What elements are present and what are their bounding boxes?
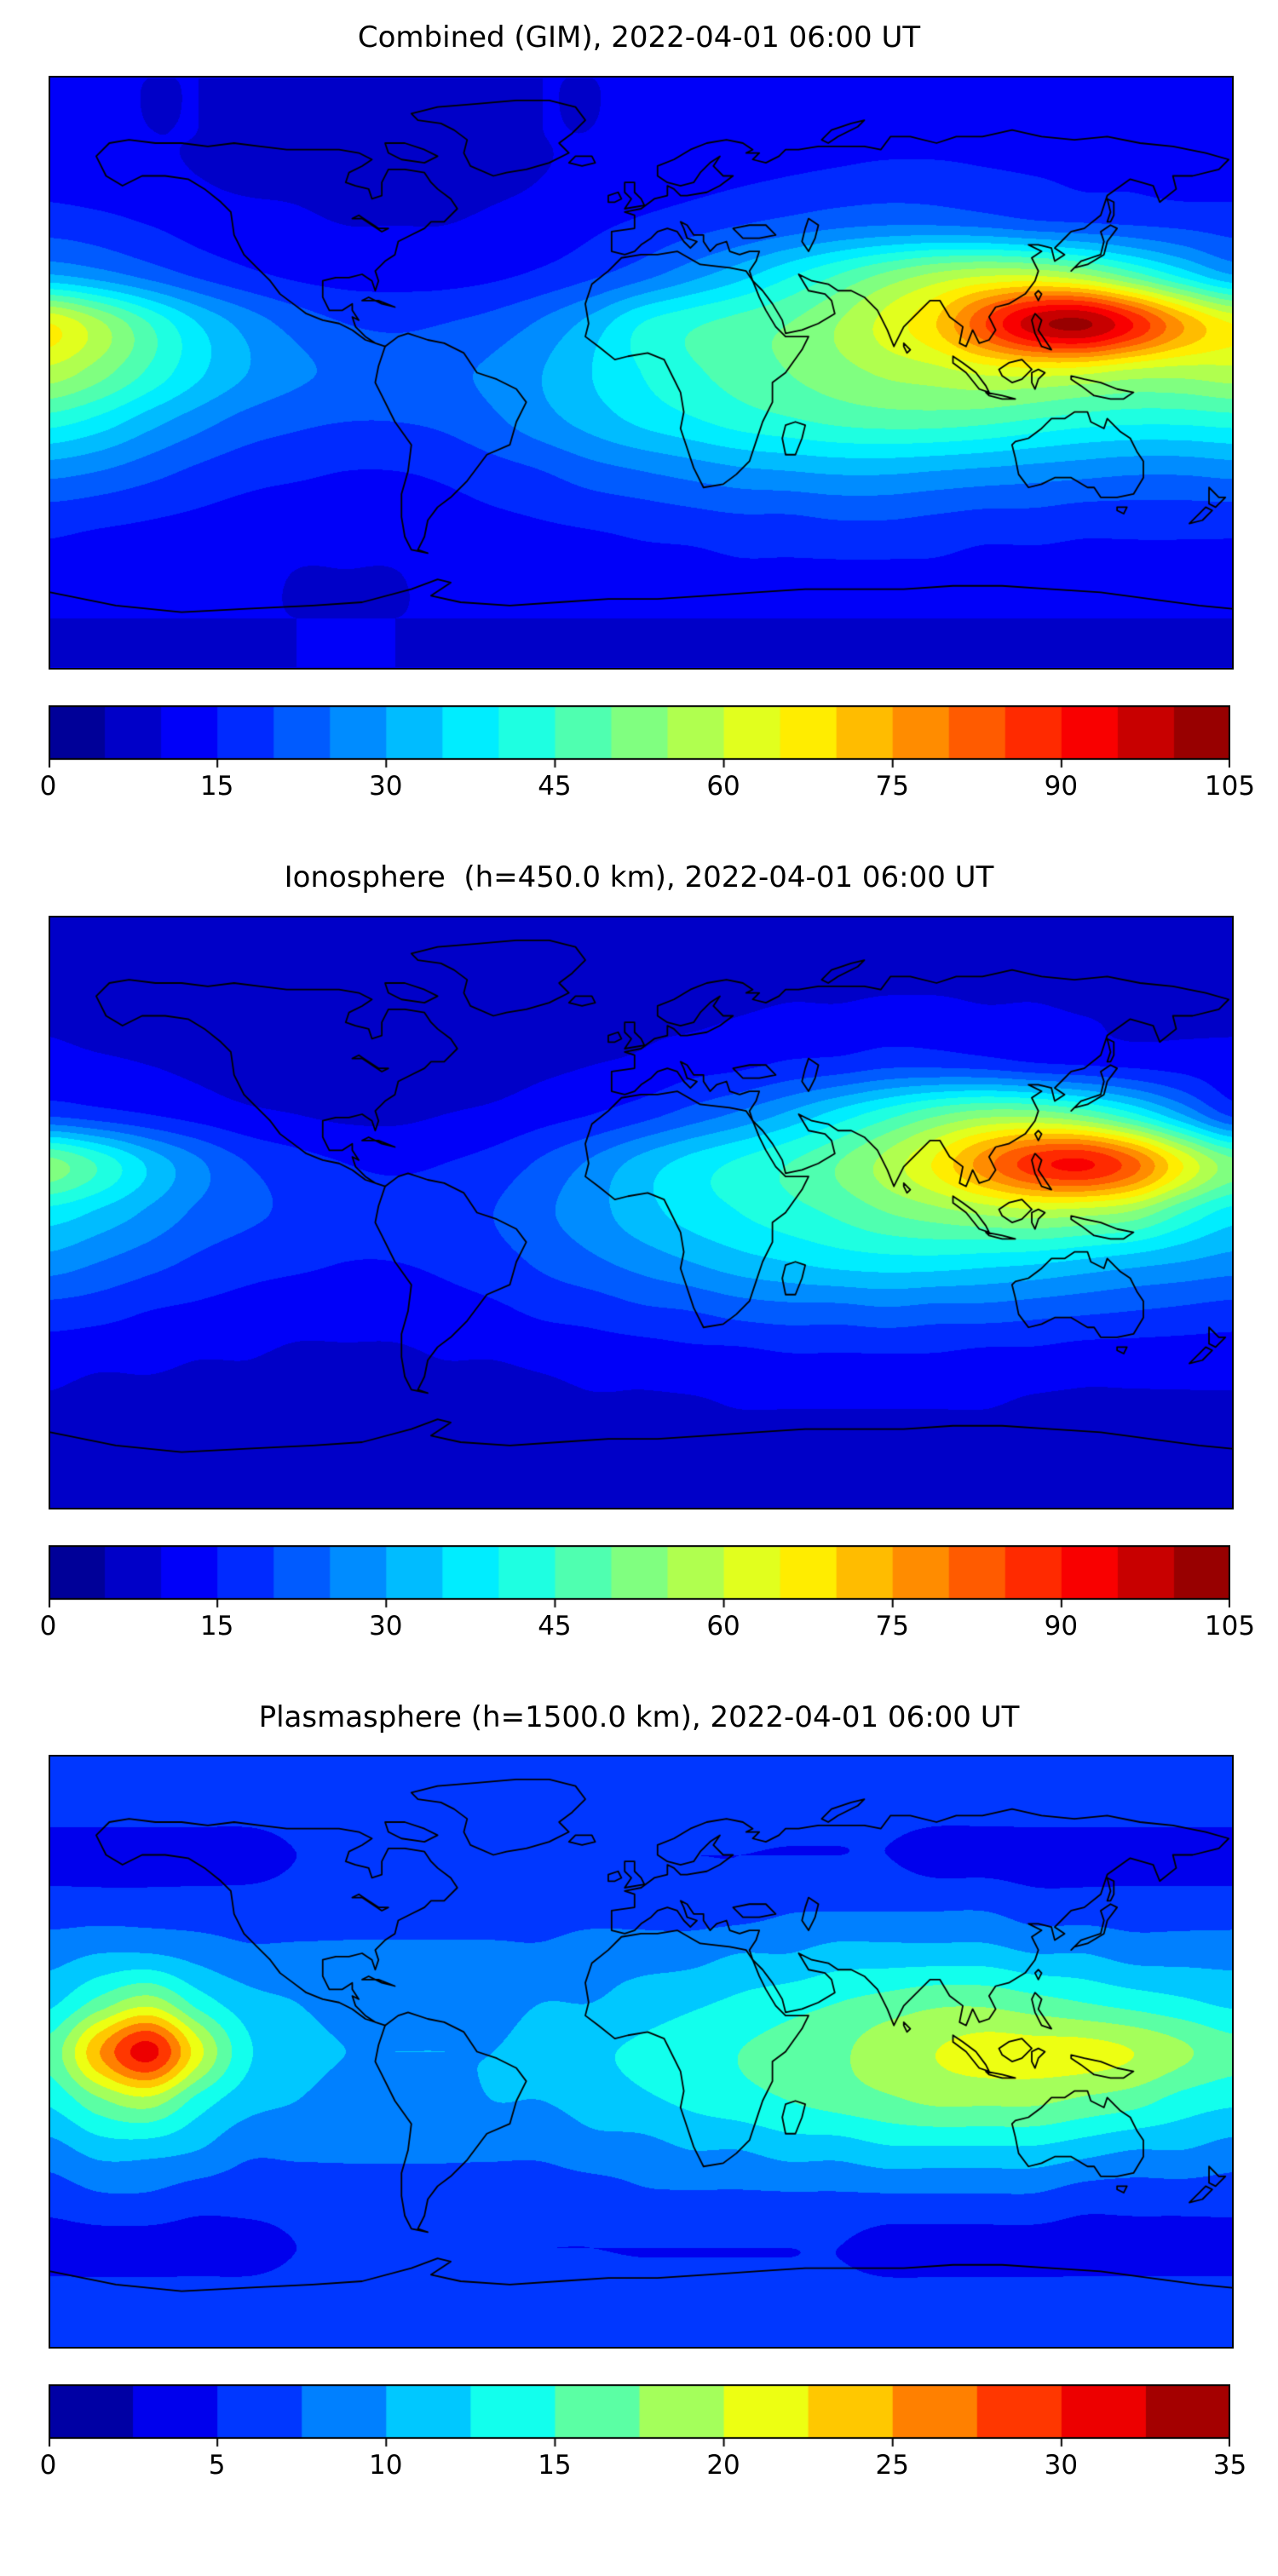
colorbar-tick-label: 105 — [1204, 770, 1256, 802]
colorbar-tick-label: 30 — [369, 770, 403, 802]
ionosphere-colorbar — [48, 1544, 1230, 1608]
plasmasphere-colorbar-area — [48, 2384, 1230, 2448]
colorbar-tick-label: 35 — [1212, 2450, 1247, 2481]
colorbar-tick-label: 90 — [1044, 770, 1079, 802]
colorbar-tick-label: 30 — [1044, 2450, 1079, 2481]
colorbar-tick-label: 0 — [39, 2450, 57, 2481]
figure: Combined (GIM), 2022-04-01 06:00 UT 0 15 3… — [0, 20, 1278, 2576]
ionosphere-map-area — [48, 915, 1234, 1509]
colorbar-tick-label: 75 — [875, 1610, 909, 1642]
ionosphere-colorbar-area — [48, 1544, 1230, 1608]
plasmasphere-map-canvas — [48, 1755, 1234, 2349]
combined-colorbar-area — [48, 704, 1230, 768]
colorbar-tick-label: 60 — [706, 1610, 740, 1642]
combined-map-area — [48, 75, 1234, 670]
ionosphere-map-canvas — [48, 915, 1234, 1509]
colorbar-tick-label: 60 — [706, 770, 740, 802]
plasmasphere-colorbar-ticks: 0 5 10 15 20 25 30 35 — [40, 2450, 1247, 2490]
ionosphere-colorbar-ticks: 0 15 30 45 60 75 90 105 — [40, 1610, 1255, 1651]
panel-combined-gim: Combined (GIM), 2022-04-01 06:00 UT 0 15 3… — [0, 20, 1278, 811]
panel-plasmasphere-title: Plasmasphere (h=1500.0 km), 2022-04-01 0… — [258, 1699, 1020, 1734]
plasmasphere-colorbar — [48, 2384, 1230, 2448]
colorbar-tick-label: 5 — [208, 2450, 226, 2481]
panel-combined-title: Combined (GIM), 2022-04-01 06:00 UT — [357, 20, 921, 55]
colorbar-tick-label: 45 — [538, 1610, 572, 1642]
combined-colorbar — [48, 704, 1230, 768]
colorbar-tick-label: 15 — [538, 2450, 572, 2481]
colorbar-tick-label: 0 — [39, 1610, 57, 1642]
colorbar-tick-label: 90 — [1044, 1610, 1079, 1642]
colorbar-tick-label: 75 — [875, 770, 909, 802]
colorbar-tick-label: 30 — [369, 1610, 403, 1642]
plasmasphere-map-area — [48, 1755, 1234, 2349]
panel-ionosphere: Ionosphere (h=450.0 km), 2022-04-01 06:0… — [0, 860, 1278, 1651]
panel-plasmasphere: Plasmasphere (h=1500.0 km), 2022-04-01 0… — [0, 1700, 1278, 2491]
combined-colorbar-ticks: 0 15 30 45 60 75 90 105 — [40, 770, 1255, 811]
combined-map-canvas — [48, 75, 1234, 670]
colorbar-tick-label: 15 — [199, 1610, 234, 1642]
colorbar-tick-label: 20 — [706, 2450, 740, 2481]
colorbar-tick-label: 15 — [199, 770, 234, 802]
panel-ionosphere-title: Ionosphere (h=450.0 km), 2022-04-01 06:0… — [284, 860, 994, 894]
colorbar-tick-label: 105 — [1204, 1610, 1256, 1642]
colorbar-tick-label: 25 — [875, 2450, 909, 2481]
colorbar-tick-label: 45 — [538, 770, 572, 802]
colorbar-tick-label: 10 — [369, 2450, 403, 2481]
colorbar-tick-label: 0 — [39, 770, 57, 802]
